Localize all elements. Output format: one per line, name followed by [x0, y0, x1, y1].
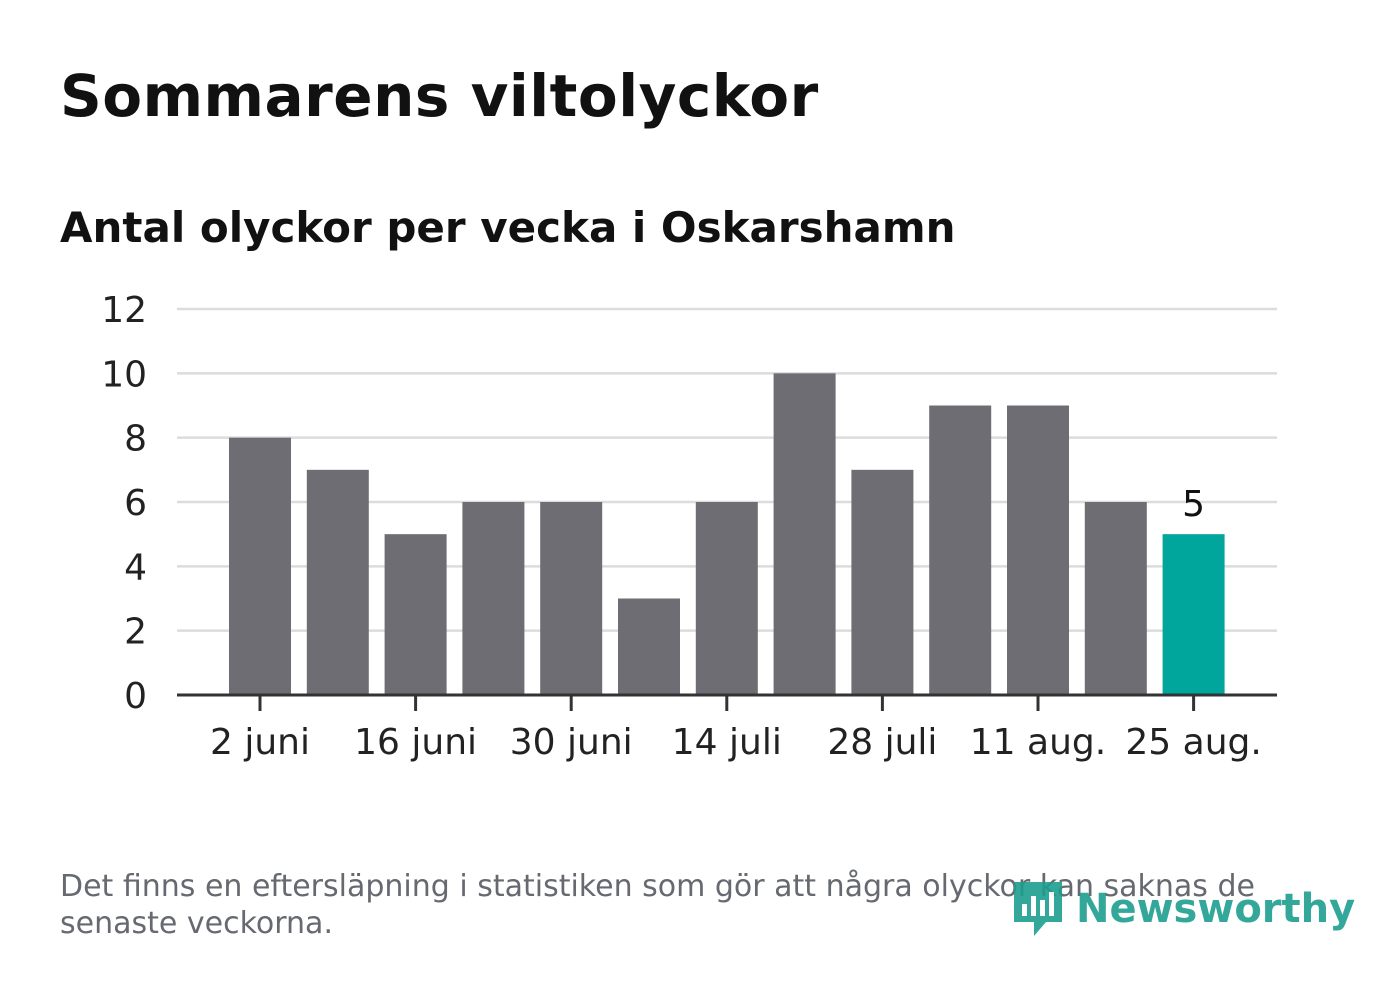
bar [462, 502, 525, 695]
y-tick-label: 4 [124, 547, 147, 588]
bar [540, 502, 603, 695]
x-tick-label: 25 aug. [1125, 722, 1261, 763]
bar [306, 469, 369, 695]
x-tick-label: 2 juni [210, 722, 310, 763]
y-tick-label: 2 [124, 612, 147, 653]
chart-subtitle: Antal olyckor per vecka i Oskarshamn [60, 203, 956, 252]
x-tick-label: 28 juli [827, 722, 937, 763]
bar [773, 373, 836, 695]
bar [851, 469, 914, 695]
x-tick-label: 11 aug. [970, 722, 1106, 763]
data-label: 5 [1182, 484, 1205, 525]
y-tick-label: 0 [124, 676, 147, 717]
newsworthy-bar-chart-icon [1014, 882, 1062, 936]
logo-text: Newsworthy [1076, 886, 1356, 932]
y-tick-label: 6 [124, 483, 147, 524]
y-tick-label: 12 [101, 290, 147, 331]
y-axis-ticks: 0 2 4 6 8 10 12 [101, 290, 147, 717]
bar [1007, 405, 1069, 695]
newsworthy-logo: Newsworthy [1010, 878, 1355, 940]
bar [384, 534, 447, 695]
bar [618, 598, 680, 695]
x-tick-label: 30 juni [510, 722, 633, 763]
x-tick-label: 16 juni [354, 722, 477, 763]
data-labels: 5 [1182, 484, 1205, 525]
bar [1084, 502, 1147, 695]
bar [695, 502, 758, 695]
bar-highlight [1162, 534, 1225, 695]
y-tick-label: 8 [124, 419, 147, 460]
x-tick-label: 14 juli [672, 722, 782, 763]
bar [229, 437, 291, 695]
chart-title: Sommarens viltolyckor [60, 62, 819, 130]
y-tick-label: 10 [101, 354, 147, 395]
bars [229, 373, 1225, 695]
x-axis-ticks: 2 juni 16 juni 30 juni 14 juli 28 juli 11 aug… [177, 693, 1277, 763]
bar [929, 405, 992, 695]
